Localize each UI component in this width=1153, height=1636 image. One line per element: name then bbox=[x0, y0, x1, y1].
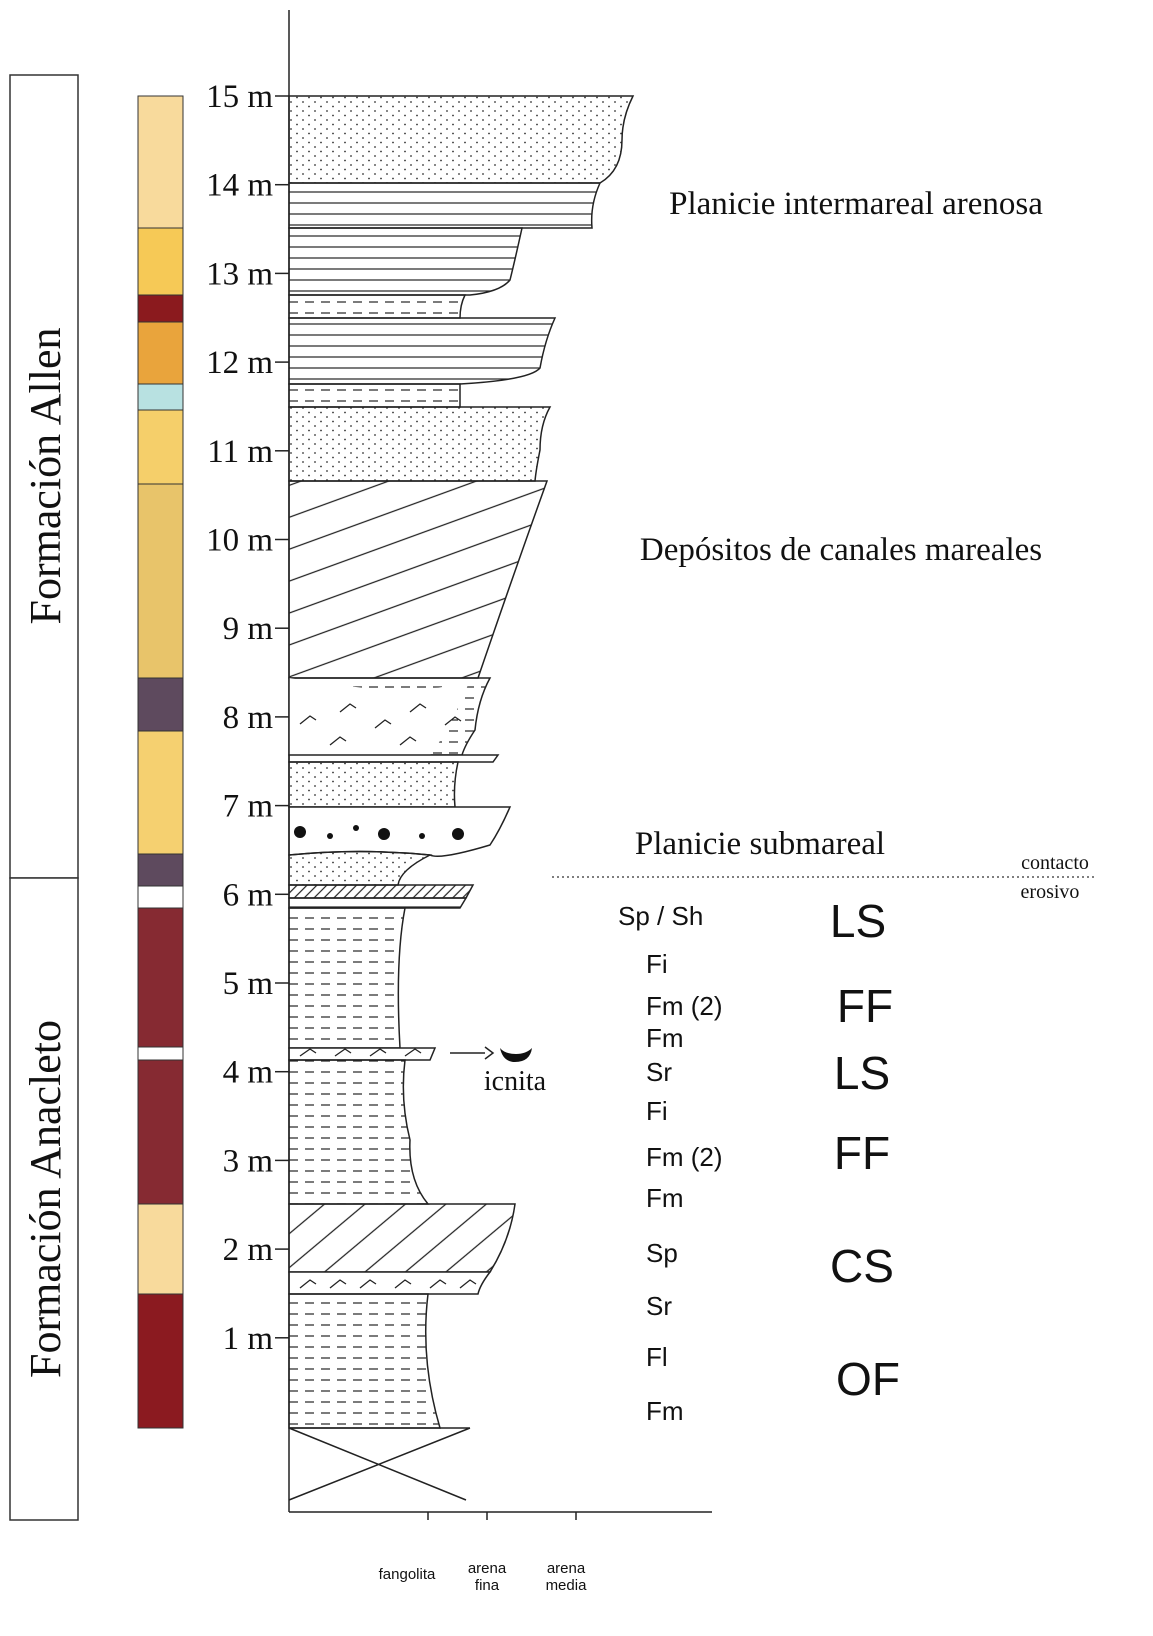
grain-size-label: fina bbox=[475, 1577, 500, 1594]
environment-label: Depósitos de canales mareales bbox=[640, 532, 1042, 568]
formation-label: Formación Allen bbox=[21, 328, 70, 625]
facies-code: Fl bbox=[646, 1342, 668, 1372]
facies-code: Fm (2) bbox=[646, 1142, 723, 1172]
grain-size-label: media bbox=[546, 1577, 588, 1594]
scale-label: 8 m bbox=[223, 700, 274, 736]
facies-code: Sr bbox=[646, 1057, 672, 1087]
grain-size-label: arena bbox=[547, 1560, 586, 1577]
environment-label: Planicie intermareal arenosa bbox=[669, 186, 1043, 222]
facies-code: Sr bbox=[646, 1291, 672, 1321]
facies-code: Fm bbox=[646, 1396, 684, 1426]
footprint bbox=[500, 1048, 532, 1062]
facies-association: CS bbox=[830, 1240, 894, 1292]
facies-association: FF bbox=[837, 980, 893, 1032]
facies-code: Sp / Sh bbox=[618, 901, 703, 931]
grain-size-label: arena bbox=[468, 1560, 507, 1577]
contact-label: contacto bbox=[1021, 852, 1089, 874]
scale-label: 4 m bbox=[223, 1055, 274, 1091]
facies-association: LS bbox=[830, 895, 886, 947]
facies-code: Fi bbox=[646, 1096, 668, 1126]
scale-label: 10 m bbox=[206, 523, 273, 559]
scale: 15 m 14 m 13 m 12 m 11 m 10 m 9 m 8 m 7 m 6 m 5 m 4… bbox=[206, 79, 289, 1357]
scale-label: 11 m bbox=[207, 434, 273, 470]
scale-label: 1 m bbox=[223, 1321, 274, 1357]
scale-label: 14 m bbox=[206, 168, 273, 204]
scale-label: 13 m bbox=[206, 256, 273, 292]
scale-label: 7 m bbox=[223, 789, 274, 825]
stratigraphic-column: Formación Allen Formación Anacleto bbox=[0, 0, 1153, 1636]
scale-label: 2 m bbox=[223, 1232, 274, 1268]
facies-code: Fm bbox=[646, 1023, 684, 1053]
scale-label: 5 m bbox=[223, 966, 274, 1002]
facies-association: OF bbox=[836, 1353, 900, 1405]
facies-code: Fm bbox=[646, 1183, 684, 1213]
scale-label: 12 m bbox=[206, 345, 273, 381]
scale-label: 6 m bbox=[223, 877, 274, 913]
arrow-head bbox=[485, 1047, 493, 1059]
scale-label: 9 m bbox=[223, 611, 274, 647]
formation-label: Formación Anacleto bbox=[21, 1020, 70, 1378]
facies-code: Fm (2) bbox=[646, 991, 723, 1021]
facies-code: Sp bbox=[646, 1238, 678, 1268]
grain-size-label: fangolita bbox=[379, 1566, 436, 1583]
color-column bbox=[138, 96, 183, 1428]
facies-code: Fi bbox=[646, 949, 668, 979]
contact-label: erosivo bbox=[1021, 881, 1080, 903]
facies-association: FF bbox=[834, 1127, 890, 1179]
beds bbox=[289, 96, 633, 1500]
scale-label: 15 m bbox=[206, 79, 273, 115]
facies-association: LS bbox=[834, 1047, 890, 1099]
environment-label: Planicie submareal bbox=[635, 826, 885, 862]
scale-label: 3 m bbox=[223, 1143, 274, 1179]
trace-fossil-label: icnita bbox=[484, 1066, 547, 1097]
associations: LS FF LS FF CS OF bbox=[830, 895, 900, 1405]
